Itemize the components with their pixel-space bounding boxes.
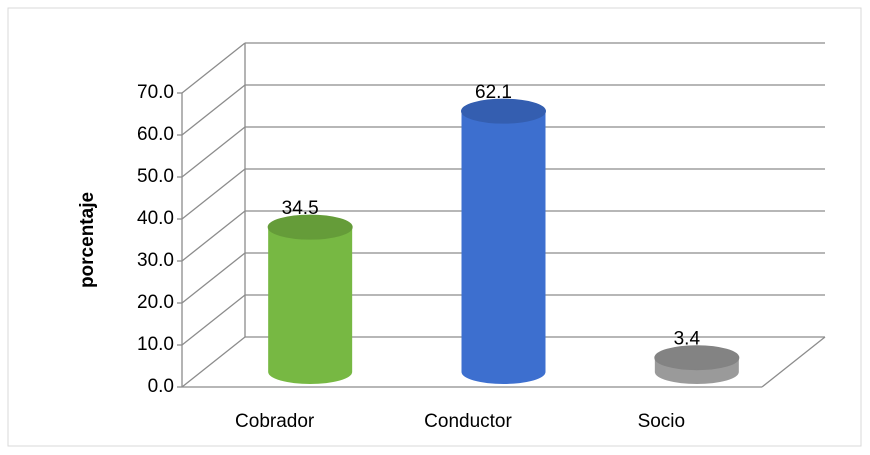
y-tick-label: 40.0 [137,208,174,229]
x-tick-label: Cobrador [235,411,315,432]
y-axis-label: porcentaje [77,192,98,288]
bar [654,357,739,384]
grid-line [181,126,246,178]
data-label: 3.4 [674,329,701,350]
x-tick-label: Socio [638,411,686,432]
grid-line [181,84,246,136]
y-tick-label: 60.0 [137,124,174,145]
grid-line [181,252,246,304]
grid-line [181,168,246,220]
grid-line [181,42,246,94]
grid-line [181,210,246,262]
chart-frame [7,7,862,447]
y-tick-label: 0.0 [148,376,174,397]
data-label: 34.5 [282,198,319,219]
bar [461,111,546,385]
grid-line [181,336,246,388]
data-label: 62.1 [475,82,512,103]
y-tick-label: 30.0 [137,250,174,271]
bar [268,227,353,384]
x-tick-label: Conductor [424,411,512,432]
y-tick-label: 70.0 [137,82,174,103]
grid-line [181,294,246,346]
bar-top [654,345,740,371]
floor-edge [761,336,826,388]
y-tick-label: 20.0 [137,292,174,313]
y-tick-label: 10.0 [137,334,174,355]
bar-top [267,214,353,240]
y-tick-label: 50.0 [137,166,174,187]
bar-top [461,98,546,124]
